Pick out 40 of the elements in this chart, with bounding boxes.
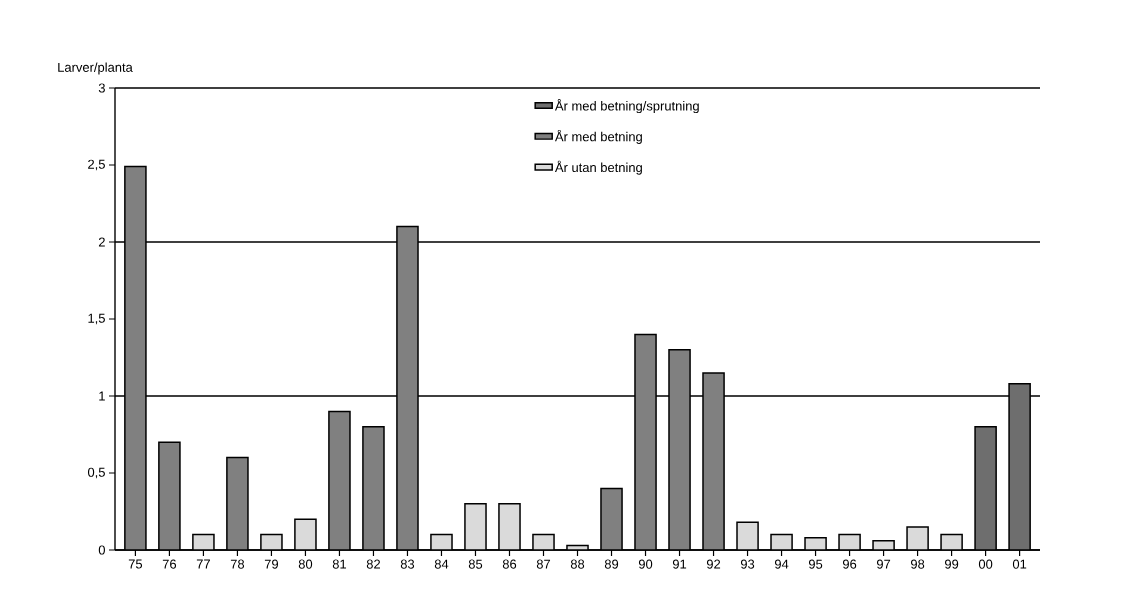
y-tick-label: 0,5: [87, 467, 105, 479]
x-tick-label: 84: [434, 559, 449, 569]
y-tick-label: 0: [98, 545, 105, 555]
x-tick-label: 82: [366, 559, 380, 569]
y-tick-label: 2: [98, 237, 105, 247]
x-tick-label: 89: [604, 559, 619, 569]
x-tick-label: 94: [774, 559, 789, 569]
x-tick-label: 91: [672, 559, 687, 569]
x-tick-label: 76: [162, 559, 177, 569]
x-tick-label: 93: [740, 559, 755, 569]
x-tick-label: 01: [1012, 559, 1027, 569]
x-tick-label: 96: [842, 559, 857, 569]
x-tick-label: 83: [400, 559, 415, 569]
x-tick-label: 86: [502, 559, 517, 569]
y-tick-label: 1,5: [88, 313, 105, 325]
y-tick-label: 3: [98, 83, 105, 93]
bar: [124, 165, 147, 550]
x-tick-label: 77: [196, 559, 210, 569]
x-tick-label: 80: [298, 559, 313, 569]
x-tick-label: 95: [808, 559, 823, 569]
x-tick-label: 00: [978, 559, 993, 569]
x-tick-label: 79: [264, 559, 279, 569]
x-tick-label: 90: [638, 559, 653, 569]
x-tick-label: 92: [706, 559, 721, 569]
y-tick-label: 2,5: [88, 159, 105, 171]
x-tick-label: 98: [910, 559, 925, 569]
x-tick-label: 75: [128, 559, 143, 569]
bar: [396, 225, 419, 550]
x-tick-label: 81: [332, 559, 347, 569]
x-tick-label: 99: [945, 559, 959, 569]
x-tick-label: 97: [876, 559, 891, 569]
y-tick-label: 1: [99, 391, 105, 401]
x-tick-label: 78: [230, 559, 245, 569]
legend-label: År med betning/sprutning: [554, 99, 699, 114]
legend-label: År med betning: [554, 129, 642, 144]
x-tick-label: 88: [570, 559, 585, 569]
y-axis-title: Larver/planta: [58, 62, 133, 75]
legend-label: År utan betning: [554, 160, 642, 175]
x-tick-label: 85: [468, 559, 483, 569]
x-tick-label: 87: [536, 559, 551, 569]
